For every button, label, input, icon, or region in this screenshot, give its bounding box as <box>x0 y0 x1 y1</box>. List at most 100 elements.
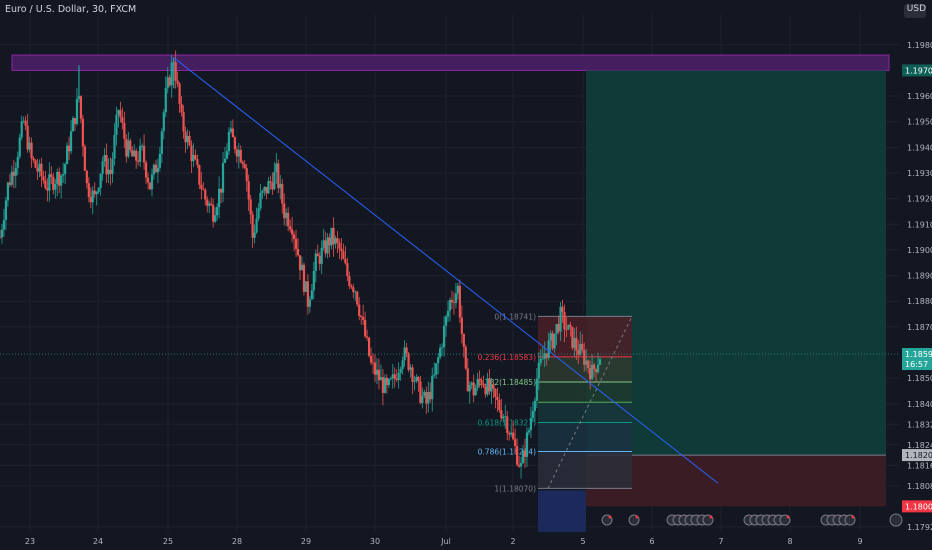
candle-body <box>324 240 327 254</box>
candle-body <box>369 356 373 363</box>
candle-body <box>241 162 244 165</box>
candle-body <box>83 146 86 171</box>
candle-body <box>196 159 199 166</box>
candle-body <box>206 199 209 206</box>
candle-body <box>433 374 436 376</box>
candle-body <box>263 186 266 191</box>
candle-body <box>267 181 270 194</box>
candle-body <box>496 397 499 401</box>
candle-body <box>306 281 309 307</box>
candle-body <box>182 112 185 132</box>
candle-body <box>375 369 379 375</box>
price-axis[interactable]: 1.19800 1.19600 1.19500 1.19400 1.19300 1.192… <box>902 4 932 532</box>
candle-body <box>328 237 331 246</box>
time-tick-label: 7 <box>718 537 723 546</box>
candle-body <box>423 391 426 396</box>
candle-body <box>101 161 104 174</box>
trend-drawings[interactable] <box>0 57 900 484</box>
candle-body <box>154 164 158 173</box>
candle-body <box>107 169 110 175</box>
candle-body <box>352 287 355 293</box>
candle-body <box>531 411 534 419</box>
candle-body <box>441 347 444 348</box>
price-tick-label: 1.19500 <box>907 118 932 127</box>
candle-body <box>458 285 461 318</box>
candle-body <box>504 416 507 418</box>
candle-body <box>371 362 375 364</box>
candle-body <box>62 173 65 176</box>
candle-body <box>356 291 359 305</box>
candle-body <box>478 379 481 381</box>
candle-body <box>109 169 112 174</box>
economic-events[interactable] <box>601 513 903 527</box>
candle-body <box>296 248 300 256</box>
price-tick-label: 1.19400 <box>907 143 932 152</box>
candle-body <box>385 377 388 386</box>
candle-body <box>516 446 519 465</box>
candle-body <box>251 214 254 238</box>
candle-body <box>419 381 422 404</box>
candle-body <box>539 359 542 363</box>
candle-body <box>498 400 501 411</box>
fib-band <box>538 422 632 452</box>
candle-body <box>444 316 448 326</box>
candle-body <box>450 299 454 303</box>
candle-body <box>184 131 187 143</box>
price-tick-label: 1.18500 <box>907 374 932 383</box>
candle-body <box>334 238 337 245</box>
candle-body <box>142 145 146 163</box>
candle-body <box>210 203 213 205</box>
time-tick-label: 28 <box>232 537 242 546</box>
candle-body <box>490 384 493 392</box>
candle-body <box>464 346 467 369</box>
candle-body <box>427 391 430 404</box>
candle-body <box>583 350 586 365</box>
candle-body <box>285 212 288 219</box>
time-tick-label: 23 <box>25 537 35 546</box>
candle-body <box>75 98 79 124</box>
candle-body <box>243 164 246 169</box>
candle-body <box>67 145 71 152</box>
candle-body <box>249 199 252 215</box>
price-tick-label: 1.19200 <box>907 195 932 204</box>
candle-body <box>510 432 513 435</box>
candle-body <box>362 317 365 320</box>
candle-body <box>565 329 568 331</box>
time-axis[interactable]: 23 24 25 28 29 30 Jul 2 5 6 7 8 9 <box>25 537 863 546</box>
candle-body <box>221 162 225 193</box>
time-tick-label: 29 <box>301 537 311 546</box>
candle-body <box>212 204 215 222</box>
candle-body <box>20 121 23 138</box>
candle-body <box>235 149 238 157</box>
candle-body <box>2 220 6 230</box>
candle-body <box>533 400 536 412</box>
candle-body <box>373 362 377 375</box>
candle-body <box>103 155 106 162</box>
candle-body <box>0 229 4 238</box>
candle-body <box>127 140 130 157</box>
candle-body <box>391 374 394 379</box>
candle-body <box>557 324 560 332</box>
candle-body <box>162 112 165 132</box>
candle-body <box>30 142 33 159</box>
candle-body <box>569 324 572 327</box>
time-tick-label: 30 <box>370 537 380 546</box>
candle-body <box>93 190 96 195</box>
candle-body <box>439 347 442 358</box>
candle-body <box>523 450 527 457</box>
candle-body <box>259 192 262 209</box>
candle-body <box>340 248 343 252</box>
candle-body <box>529 418 533 431</box>
candle-body <box>247 181 250 200</box>
candle-body <box>24 120 27 126</box>
candle-body <box>587 360 590 369</box>
candles <box>0 50 602 479</box>
candle-body <box>6 182 9 201</box>
candle-body <box>571 326 574 348</box>
event-flag <box>851 515 855 519</box>
candle-body <box>283 203 286 219</box>
price-tick-label: 1.18400 <box>907 400 932 409</box>
candle-body <box>525 432 529 457</box>
current-price-tag: 1.18594 <box>905 350 932 359</box>
